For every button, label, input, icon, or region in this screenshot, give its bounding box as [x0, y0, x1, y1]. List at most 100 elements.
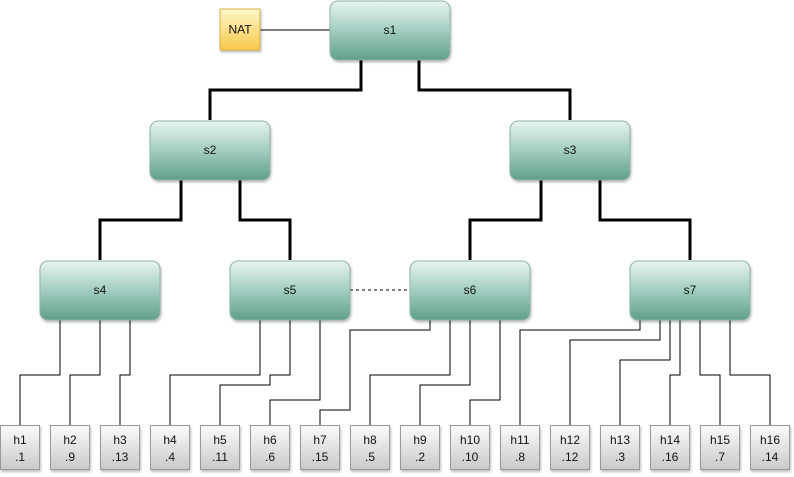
- host-address: .6: [265, 450, 275, 464]
- host-address: .4: [165, 450, 175, 464]
- host-link-s4-h2: [69, 320, 101, 425]
- host-link-s7-h12: [569, 320, 661, 425]
- host-address: .14: [762, 450, 779, 464]
- host-name: h7: [313, 433, 327, 447]
- host-h11[interactable]: h11.8: [500, 425, 540, 470]
- host-h3[interactable]: h3.13: [100, 425, 140, 470]
- host-link-s7-h14: [669, 320, 681, 425]
- host-name: h8: [363, 433, 377, 447]
- host-box: [50, 425, 90, 470]
- switch-box: [229, 260, 351, 321]
- host-h16[interactable]: h16.14: [750, 425, 790, 470]
- host-link-s5-h5: [219, 320, 291, 425]
- host-address: .12: [562, 450, 579, 464]
- host-name: h4: [163, 433, 177, 447]
- host-box: [550, 425, 590, 470]
- host-name: h16: [760, 433, 780, 447]
- host-address: .9: [65, 450, 75, 464]
- host-link-s6-h10: [469, 320, 501, 425]
- host-h12[interactable]: h12.12: [550, 425, 590, 470]
- host-box: [150, 425, 190, 470]
- host-h6[interactable]: h6.6: [250, 425, 290, 470]
- host-link-s4-h1: [19, 319, 63, 425]
- switch-s6[interactable]: s6: [409, 260, 531, 321]
- host-h4[interactable]: h4.4: [150, 425, 190, 470]
- switch-s7[interactable]: s7: [629, 260, 751, 321]
- nat-box: [219, 8, 261, 51]
- switch-box: [509, 120, 631, 181]
- trunk-link-s2-s4: [98, 180, 183, 260]
- host-box: [650, 425, 690, 470]
- host-h7[interactable]: h7.15: [300, 425, 340, 470]
- host-box: [750, 425, 790, 470]
- switch-box: [409, 260, 531, 321]
- switch-s2[interactable]: s2: [149, 120, 271, 181]
- switch-box: [39, 260, 161, 321]
- host-h8[interactable]: h8.5: [350, 425, 390, 470]
- switch-s3[interactable]: s3: [509, 120, 631, 181]
- host-address: .3: [615, 450, 625, 464]
- trunk-link-s3-s7: [598, 180, 692, 260]
- host-link-s7-h16: [729, 320, 771, 425]
- trunk-link-s2-s5: [238, 180, 292, 260]
- host-link-s7-h11: [519, 320, 641, 425]
- host-address: .1: [15, 450, 25, 464]
- host-link-s6-h8: [369, 320, 451, 425]
- host-link-s6-h9: [419, 320, 471, 425]
- host-h15[interactable]: h15.7: [700, 425, 740, 470]
- host-h9[interactable]: h9.2: [400, 425, 440, 470]
- host-link-s4-h3: [119, 320, 131, 425]
- host-box: [400, 425, 440, 470]
- host-address: .5: [365, 450, 375, 464]
- host-box: [300, 425, 340, 470]
- host-box: [700, 425, 740, 470]
- host-name: h3: [113, 433, 127, 447]
- host-box: [350, 425, 390, 470]
- nat-label: NAT: [228, 23, 252, 37]
- switch-s4[interactable]: s4: [39, 260, 161, 321]
- host-link-s5-h4: [169, 320, 261, 425]
- host-address: .10: [462, 450, 479, 464]
- host-box: [500, 425, 540, 470]
- host-box: [450, 425, 490, 470]
- host-h10[interactable]: h10.10: [450, 425, 490, 470]
- switch-label: s7: [684, 283, 697, 297]
- switch-s1[interactable]: s1: [329, 0, 451, 61]
- host-name: h13: [610, 433, 630, 447]
- switch-s5[interactable]: s5: [229, 260, 351, 321]
- host-box: [600, 425, 640, 470]
- host-name: h11: [510, 433, 529, 447]
- host-link-s5-h6: [269, 320, 321, 425]
- host-address: .11: [212, 450, 228, 464]
- host-link-s7-h15: [699, 320, 721, 425]
- host-name: h5: [213, 433, 227, 447]
- host-box: [200, 425, 240, 470]
- host-address: .15: [312, 450, 329, 464]
- host-h1[interactable]: h1.1: [0, 425, 40, 470]
- links-layer: [19, 29, 771, 425]
- host-box: [100, 425, 140, 470]
- switch-box: [629, 260, 751, 321]
- switch-label: s3: [564, 143, 577, 157]
- host-box: [0, 425, 40, 470]
- switch-label: s2: [204, 143, 217, 157]
- host-name: h14: [660, 433, 680, 447]
- host-name: h10: [460, 433, 480, 447]
- switch-box: [329, 0, 451, 61]
- host-box: [250, 425, 290, 470]
- host-name: h6: [263, 433, 277, 447]
- host-h2[interactable]: h2.9: [50, 425, 90, 470]
- host-name: h12: [560, 433, 580, 447]
- host-h14[interactable]: h14.16: [650, 425, 690, 470]
- host-address: .2: [415, 450, 425, 464]
- host-address: .16: [662, 450, 679, 464]
- host-h5[interactable]: h5.11: [200, 425, 240, 470]
- trunk-link-s3-s6: [468, 180, 543, 260]
- switch-label: s6: [464, 283, 477, 297]
- nat-node[interactable]: NAT: [219, 8, 261, 51]
- switch-box: [149, 120, 271, 181]
- host-name: h2: [63, 433, 77, 447]
- host-h13[interactable]: h13.3: [600, 425, 640, 470]
